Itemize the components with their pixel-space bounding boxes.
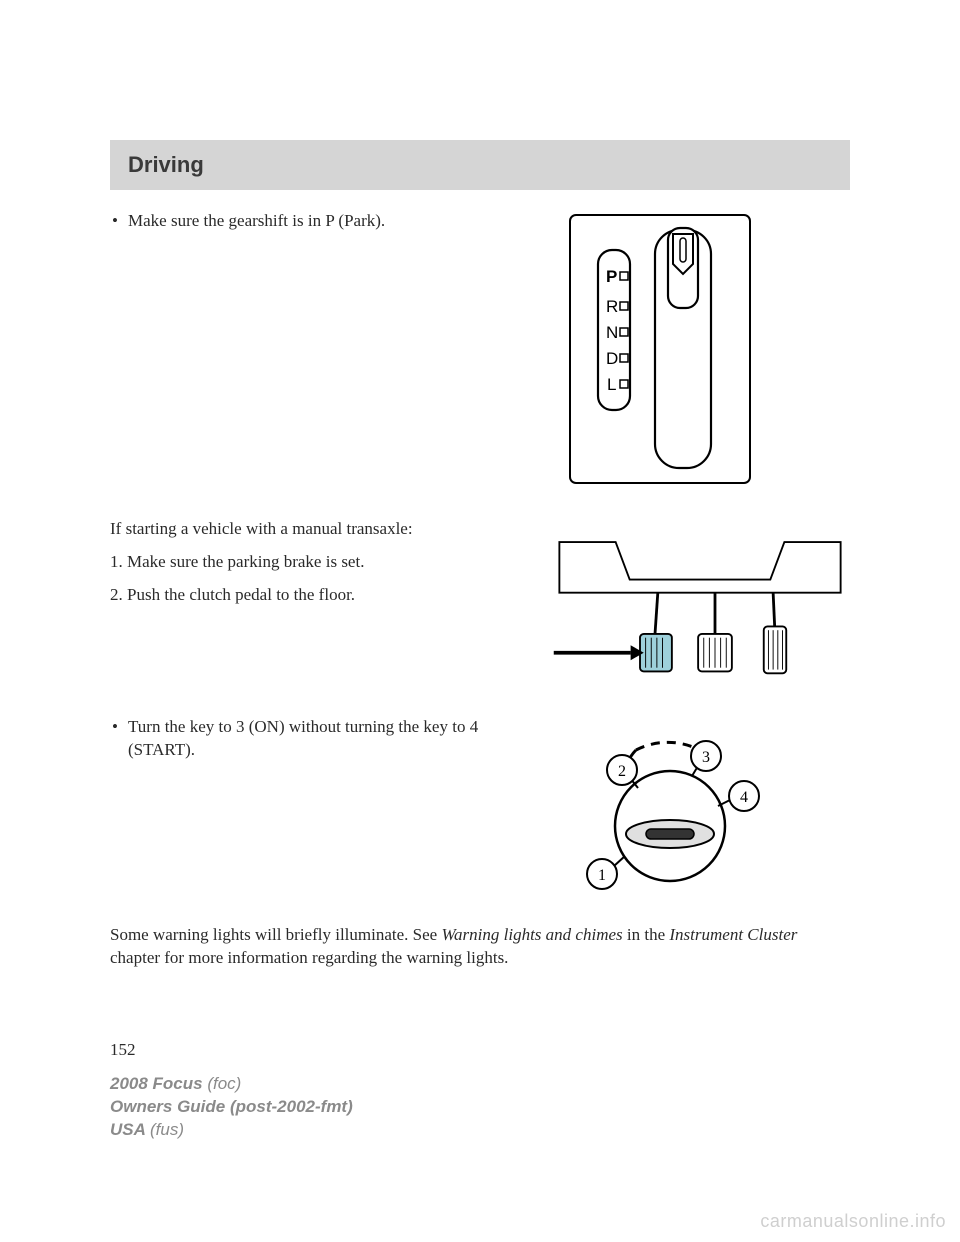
ignition-illustration: 1 2 3 4 (550, 716, 850, 896)
closing-link2: Instrument Cluster (669, 925, 797, 944)
footer-guide: Owners Guide (post-2002-fmt) (110, 1096, 353, 1119)
key-pos-2: 2 (618, 763, 626, 780)
footer-region-code: (fus) (150, 1120, 184, 1139)
closing-paragraph: Some warning lights will briefly illumin… (110, 924, 850, 970)
clutch-pedal-icon (640, 634, 672, 672)
block-ignition: Turn the key to 3 (ON) without turning t… (110, 716, 850, 896)
pedal-illustration (550, 518, 850, 688)
section-title: Driving (128, 152, 204, 177)
gearshift-text: Make sure the gearshift is in P (Park). (110, 210, 550, 490)
footer-model-code: (foc) (207, 1074, 241, 1093)
ignition-svg: 1 2 3 4 (550, 716, 790, 896)
block-gearshift: Make sure the gearshift is in P (Park). … (110, 210, 850, 490)
gearshift-bullet: Make sure the gearshift is in P (Park). (110, 210, 530, 233)
manual-p2: 1. Make sure the parking brake is set. (110, 551, 530, 574)
manual-p1: If starting a vehicle with a manual tran… (110, 518, 530, 541)
footer: 2008 Focus (foc) Owners Guide (post-2002… (110, 1073, 353, 1142)
page-content: Driving Make sure the gearshift is in P … (0, 0, 960, 1060)
watermark: carmanualsonline.info (760, 1211, 946, 1232)
gear-label-P: P (606, 267, 617, 286)
closing-link1: Warning lights and chimes (441, 925, 622, 944)
gearshift-illustration: P R N D L (550, 210, 850, 490)
closing-post: chapter for more information regarding t… (110, 948, 508, 967)
key-pos-1: 1 (598, 867, 606, 884)
gear-label-D: D (606, 349, 618, 368)
closing-mid: in the (623, 925, 670, 944)
gear-label-L: L (607, 375, 616, 394)
manual-p3: 2. Push the clutch pedal to the floor. (110, 584, 530, 607)
ignition-text: Turn the key to 3 (ON) without turning t… (110, 716, 550, 896)
gearshift-svg: P R N D L (550, 210, 770, 490)
page-number: 152 (110, 1040, 850, 1060)
manual-text: If starting a vehicle with a manual tran… (110, 518, 550, 688)
footer-region: USA (110, 1120, 150, 1139)
closing-pre: Some warning lights will briefly illumin… (110, 925, 441, 944)
ignition-bullet: Turn the key to 3 (ON) without turning t… (110, 716, 530, 762)
section-header: Driving (110, 140, 850, 190)
key-pos-3: 3 (702, 749, 710, 766)
gear-label-N: N (606, 323, 618, 342)
block-manual: If starting a vehicle with a manual tran… (110, 518, 850, 688)
key-pos-4: 4 (740, 789, 748, 806)
pedal-svg (550, 518, 850, 688)
gear-label-R: R (606, 297, 618, 316)
footer-model: 2008 Focus (110, 1074, 207, 1093)
